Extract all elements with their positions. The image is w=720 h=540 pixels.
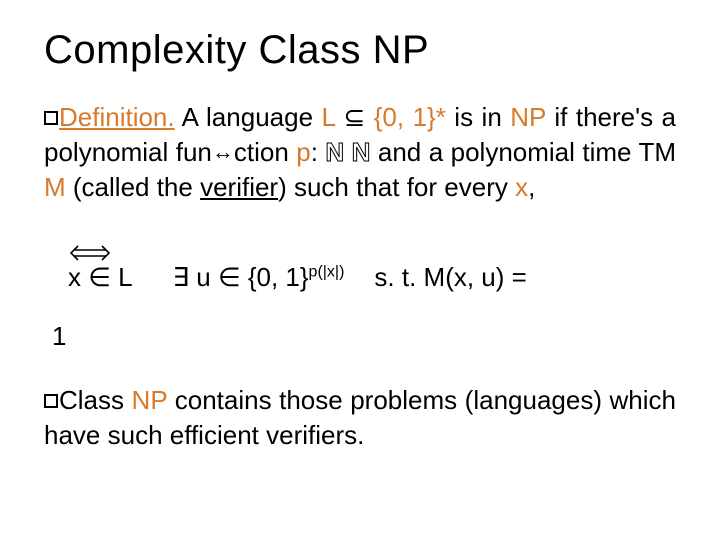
iff-eq: =	[504, 262, 526, 292]
class-NP: NP	[132, 385, 168, 415]
def-t7: (called the	[66, 172, 200, 202]
def-set: {0, 1}*	[374, 102, 446, 132]
def-t5: :	[311, 137, 326, 167]
iff-set2: {0, 1}	[248, 262, 309, 292]
class-t1: Class	[59, 385, 132, 415]
iff-Mxu: M(x, u)	[424, 262, 505, 292]
def-t3: is in	[446, 102, 510, 132]
def-subset: ⊆	[335, 102, 374, 132]
iff-st: s. t.	[374, 262, 423, 292]
square-bullet-icon	[44, 111, 58, 125]
def-t6: and a polynomial time TM	[370, 137, 676, 167]
def-verifier: verifier	[200, 172, 278, 202]
def-p: p	[296, 137, 310, 167]
square-bullet-icon	[44, 394, 58, 408]
def-x: x	[515, 172, 528, 202]
double-arrow-icon	[68, 235, 112, 270]
class-paragraph: Class NP contains those problems (langua…	[44, 383, 676, 453]
iff-statement: x ∈ L ∃ u ∈ {0, 1}p(|x|) s. t. M(x, u) =	[44, 260, 676, 295]
iff-exists: ∃	[173, 262, 189, 292]
slide-title: Complexity Class NP	[44, 28, 676, 72]
equals-one: 1	[44, 319, 676, 354]
def-N2: N	[352, 137, 371, 167]
def-M: M	[44, 172, 66, 202]
slide: Complexity Class NP Definition. A langua…	[0, 0, 720, 540]
iff-exp: p(|x|)	[309, 264, 345, 281]
slide-body: Definition. A language L ⊆ {0, 1}* is in…	[44, 100, 676, 453]
iff-middle: ∃ u ∈ {0, 1}p(|x|)	[173, 260, 345, 295]
small-arrow-icon: ↔	[212, 139, 234, 164]
def-t4b: ction	[234, 137, 296, 167]
def-t8: ) such that for every	[278, 172, 515, 202]
iff-L: L	[118, 262, 132, 292]
definition-paragraph: Definition. A language L ⊆ {0, 1}* is in…	[44, 100, 676, 205]
def-t9: ,	[528, 172, 535, 202]
title-text: Complexity Class NP	[44, 28, 429, 72]
iff-u: u	[189, 262, 218, 292]
def-N1: N	[325, 137, 344, 167]
def-gap	[344, 137, 351, 167]
iff-in2: ∈	[218, 262, 248, 292]
def-t1: A language	[175, 102, 322, 132]
one-label: 1	[52, 321, 66, 351]
def-NP: NP	[510, 102, 546, 132]
def-L: L	[322, 102, 336, 132]
definition-label: Definition.	[59, 102, 175, 132]
iff-right: s. t. M(x, u) =	[374, 260, 526, 295]
